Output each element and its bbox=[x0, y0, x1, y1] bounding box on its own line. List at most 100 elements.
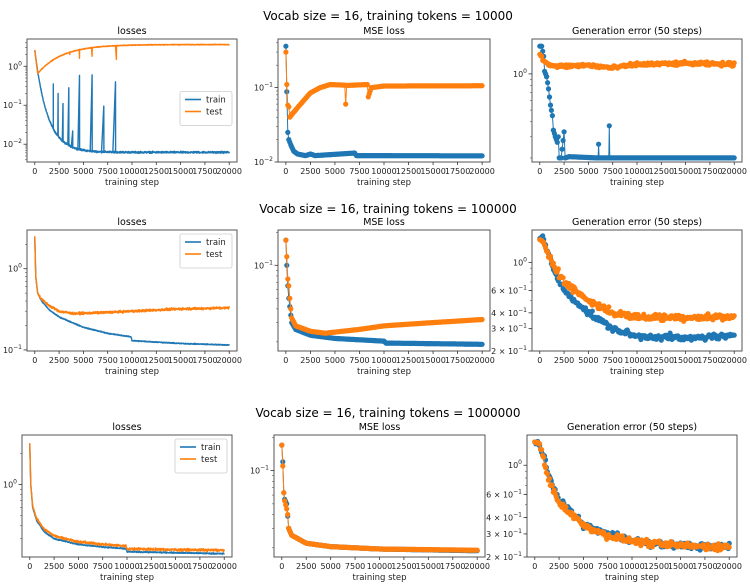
x-tick-label: 17500 bbox=[697, 356, 722, 365]
data-point-train bbox=[539, 43, 545, 49]
x-tick-label: 5000 bbox=[320, 562, 340, 571]
data-point-train bbox=[544, 74, 550, 80]
y-tick-label: 10−1 bbox=[254, 82, 273, 93]
series-line-test bbox=[539, 239, 735, 322]
x-tick-label: 20000 bbox=[469, 356, 494, 365]
series-line-test bbox=[281, 445, 478, 551]
x-tick-label: 10000 bbox=[624, 167, 649, 176]
subplot-r2-losses: losses 0 2500 5000 7500 100001250015000175002… bbox=[3, 217, 242, 377]
x-tick-label: 17500 bbox=[440, 562, 465, 571]
x-tick-label: 2500 bbox=[49, 167, 69, 176]
series-line-train bbox=[534, 441, 730, 551]
data-point-test bbox=[726, 544, 732, 550]
suptitle-row-2: Vocab size = 16, training tokens = 10000… bbox=[259, 202, 516, 216]
x-tick-label: 5000 bbox=[578, 167, 598, 176]
x-tick-label: 2500 bbox=[296, 562, 316, 571]
x-tick-label: 5000 bbox=[325, 356, 345, 365]
x-tick-label: 20000 bbox=[716, 562, 741, 571]
y-tick-label: 4 × 10−1 bbox=[491, 307, 527, 318]
data-point-test bbox=[364, 81, 370, 88]
x-tick-label: 15000 bbox=[168, 356, 193, 365]
data-point-test bbox=[606, 304, 612, 310]
x-tick-label: 17500 bbox=[697, 167, 722, 176]
x-tick-label: 10000 bbox=[367, 562, 392, 571]
x-tick-label: 7500 bbox=[349, 167, 369, 176]
markers-test bbox=[537, 51, 737, 71]
data-point-test bbox=[285, 511, 291, 518]
x-tick-label: 20000 bbox=[721, 167, 746, 176]
data-point-test bbox=[546, 475, 553, 482]
plot-area bbox=[283, 237, 485, 347]
data-point-train bbox=[554, 139, 560, 145]
markers-train bbox=[532, 438, 732, 553]
x-tick-label: 2500 bbox=[300, 167, 320, 176]
x-axis-label: training step bbox=[357, 367, 411, 377]
x-tick-label: 0 bbox=[537, 356, 542, 365]
data-point-test bbox=[283, 237, 289, 243]
series-line-train bbox=[29, 443, 225, 555]
x-tick-label: 5000 bbox=[573, 562, 593, 571]
x-tick-label: 20000 bbox=[721, 356, 746, 365]
y-tick-label: 10−2 bbox=[3, 138, 22, 149]
data-point-train bbox=[560, 137, 566, 144]
x-tick-label: 0 bbox=[532, 562, 537, 571]
x-tick-label: 0 bbox=[27, 562, 32, 571]
data-point-test bbox=[285, 276, 291, 282]
data-point-train bbox=[559, 146, 565, 152]
data-point-test bbox=[555, 266, 561, 272]
x-tick-label: 10000 bbox=[114, 562, 139, 571]
x-tick-label: 15000 bbox=[420, 167, 445, 176]
plot-area bbox=[279, 442, 480, 554]
legend-label-test: test bbox=[206, 108, 223, 118]
data-point-train bbox=[548, 107, 555, 113]
markers-test bbox=[532, 439, 732, 554]
data-point-test bbox=[283, 502, 289, 508]
series-line-test bbox=[34, 43, 230, 75]
x-tick-label: 0 bbox=[537, 167, 542, 176]
markers-test bbox=[279, 442, 480, 553]
data-point-test bbox=[284, 254, 290, 260]
data-point-test bbox=[284, 81, 290, 88]
axes-frame bbox=[277, 38, 491, 163]
subplot-r2-gen: Generation error (50 steps) 0 2500 5000 7500… bbox=[491, 217, 747, 377]
data-point-test bbox=[280, 463, 286, 469]
x-tick-label: 0 bbox=[32, 356, 37, 365]
data-point-test bbox=[479, 316, 485, 323]
y-tick-label: 3 × 10−1 bbox=[486, 528, 522, 539]
x-tick-label: 12500 bbox=[649, 356, 674, 365]
legend: train test bbox=[179, 91, 233, 126]
x-tick-label: 17500 bbox=[445, 167, 470, 176]
legend-label-train: train bbox=[206, 238, 226, 248]
x-axis-label: training step bbox=[605, 573, 659, 583]
x-tick-label: 0 bbox=[32, 167, 37, 176]
data-point-train bbox=[582, 305, 589, 311]
markers-train bbox=[283, 43, 485, 159]
x-tick-label: 7500 bbox=[93, 562, 113, 571]
x-axis-label: training step bbox=[100, 573, 154, 583]
x-tick-label: 0 bbox=[283, 356, 288, 365]
data-point-test bbox=[343, 101, 349, 107]
data-point-train bbox=[731, 155, 737, 161]
subplot-title: losses bbox=[117, 26, 146, 37]
y-tick-label: 10−2 bbox=[254, 156, 273, 167]
x-axis-label: training step bbox=[105, 178, 159, 188]
x-tick-label: 15000 bbox=[168, 167, 193, 176]
data-point-train bbox=[596, 141, 602, 147]
y-tick-label: 100 bbox=[508, 459, 522, 470]
y-tick-label: 6 × 10−1 bbox=[491, 285, 527, 296]
data-point-test bbox=[731, 313, 737, 319]
x-tick-label: 5000 bbox=[325, 167, 345, 176]
x-tick-label: 7500 bbox=[345, 562, 365, 571]
subplot-r1-mse: MSE loss 0 2500 5000 7500 10000 12500 15000 1750… bbox=[254, 26, 495, 188]
x-tick-label: 5000 bbox=[73, 356, 93, 365]
x-tick-label: 15000 bbox=[673, 167, 698, 176]
data-point-train bbox=[547, 102, 554, 108]
x-tick-label: 12500 bbox=[396, 356, 421, 365]
data-point-train bbox=[545, 86, 552, 92]
axes-frame bbox=[273, 434, 486, 558]
x-tick-label: 15000 bbox=[673, 356, 698, 365]
legend-label-test: test bbox=[206, 250, 223, 260]
markers-train bbox=[537, 43, 737, 161]
subplot-r3-losses: losses 0 2500 5000 7500 100001250015000175002… bbox=[3, 422, 237, 583]
